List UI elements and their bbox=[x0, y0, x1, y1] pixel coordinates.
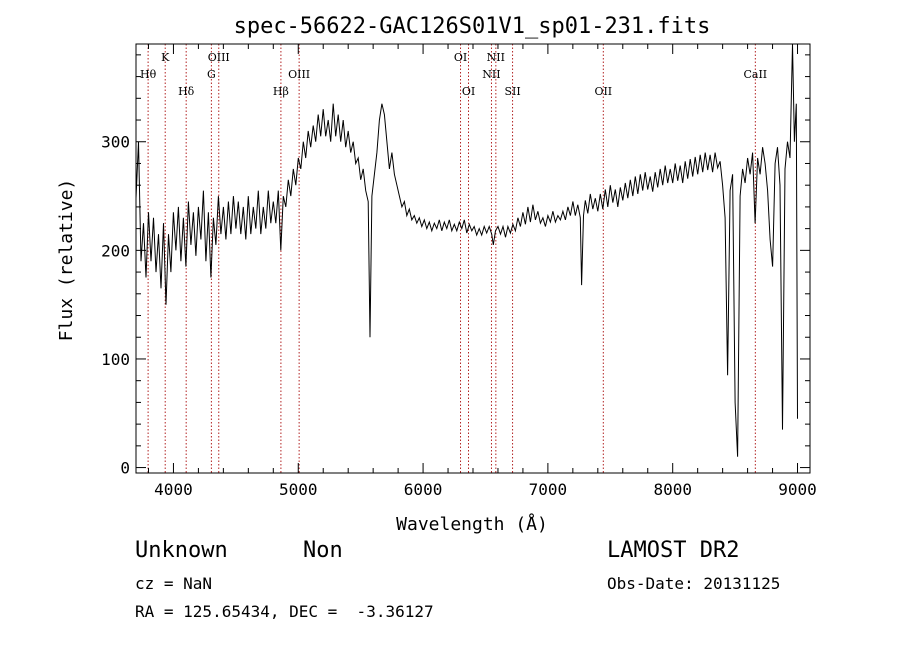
observation-date: Obs-Date: 20131125 bbox=[607, 574, 781, 593]
spectral-line-labels: Hθ K Hδ G OIII Hβ OIII OI OI NII NII SII OII CaII bbox=[140, 51, 767, 98]
plot-frame bbox=[135, 43, 811, 474]
spectral-line-label-11: SII bbox=[504, 85, 520, 98]
y-tick-label-1: 100 bbox=[101, 350, 130, 369]
spectral-line-label-4: OIII bbox=[208, 51, 230, 64]
y-tick-label-3: 300 bbox=[101, 133, 130, 152]
y-axis-label: Flux (relative) bbox=[56, 179, 77, 342]
chart-title: spec-56622-GAC126S01V1_sp01-231.fits bbox=[234, 14, 711, 39]
spectral-line-label-13: CaII bbox=[743, 68, 767, 81]
x-axis-label: Wavelength (Å) bbox=[396, 513, 548, 535]
spectral-line-markers bbox=[147, 44, 756, 473]
ra-dec-value: RA = 125.65434, DEC = -3.36127 bbox=[135, 602, 434, 621]
y-tick-label-0: 0 bbox=[120, 459, 130, 478]
spectral-line-label-0: Hθ bbox=[140, 68, 157, 81]
spectral-line-label-5: Hβ bbox=[273, 85, 289, 98]
x-tick-label-3: 7000 bbox=[529, 480, 568, 499]
spectral-line-label-10: NII bbox=[487, 51, 505, 64]
spectral-line-label-7: OI bbox=[454, 51, 467, 64]
x-tick-label-2: 6000 bbox=[404, 480, 443, 499]
x-tick-label-5: 9000 bbox=[778, 480, 817, 499]
spectral-line-label-6: OIII bbox=[288, 68, 310, 81]
spectral-line-label-1: K bbox=[161, 51, 170, 64]
y-tick-label-2: 200 bbox=[101, 241, 130, 260]
x-tick-label-0: 4000 bbox=[154, 480, 193, 499]
object-subclass: Non bbox=[303, 538, 343, 563]
x-tick-label-4: 8000 bbox=[653, 480, 692, 499]
spectral-line-label-3: G bbox=[207, 68, 216, 81]
spectral-line-label-12: OII bbox=[594, 85, 612, 98]
x-tick-label-1: 5000 bbox=[279, 480, 318, 499]
axis-ticks: 4000 5000 6000 7000 8000 9000 0 100 200 300 bbox=[101, 44, 817, 499]
survey-name: LAMOST DR2 bbox=[607, 538, 740, 563]
spectral-line-label-8: OI bbox=[462, 85, 475, 98]
object-class: Unknown bbox=[135, 538, 228, 563]
spectral-line-label-2: Hδ bbox=[178, 85, 195, 98]
flux-series-line bbox=[135, 43, 798, 457]
spectral-line-label-9: NII bbox=[482, 68, 500, 81]
cz-value: cz = NaN bbox=[135, 574, 213, 593]
